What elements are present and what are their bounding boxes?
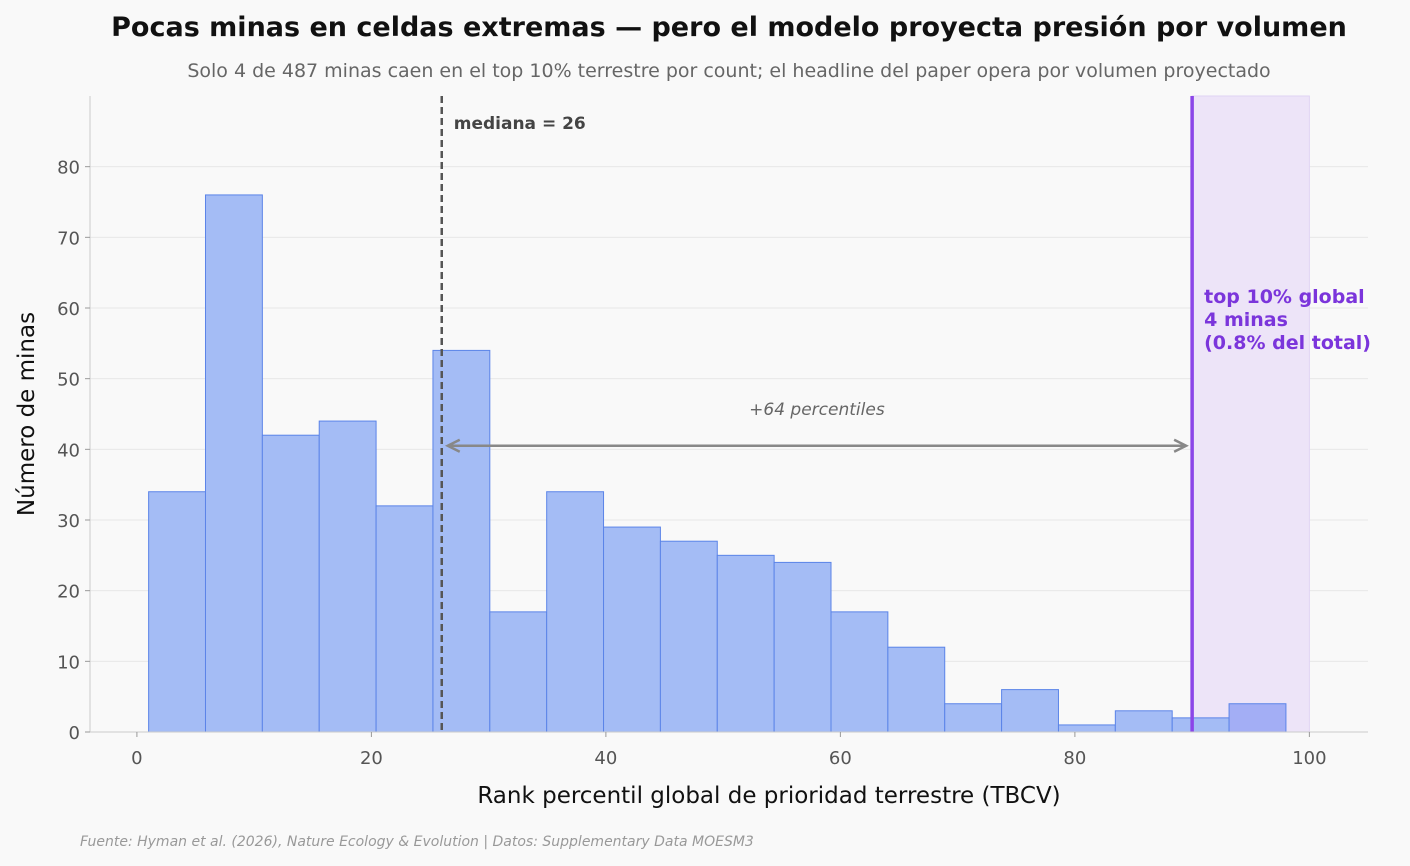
source-note: Fuente: Hyman et al. (2026), Nature Ecol… (80, 834, 754, 850)
histogram-bar (603, 526, 661, 733)
y-tick-label: 30 (57, 511, 80, 532)
histogram-bar (1171, 717, 1230, 733)
histogram-bar (830, 611, 889, 733)
top10-annotation-line2: 4 minas (1204, 309, 1288, 331)
arrow-head-right (1173, 438, 1189, 453)
histogram-bars (148, 194, 1287, 733)
histogram-bar (546, 491, 605, 733)
histogram-bar (659, 540, 718, 733)
percentile-gap-label: +64 percentiles (749, 400, 885, 420)
histogram-bar (944, 703, 1003, 733)
x-tick-label: 80 (1063, 748, 1086, 769)
y-axis-label: Número de minas (14, 312, 40, 516)
histogram-bar (1114, 710, 1173, 733)
y-tick-label: 20 (57, 582, 80, 603)
x-axis-ticks: 0 20 40 60 80 100 (131, 732, 1327, 769)
top10-annotation: top 10% global 4 minas (0.8% del total) (1204, 286, 1371, 354)
y-tick-label: 40 (57, 440, 80, 461)
x-tick-label: 60 (829, 748, 852, 769)
histogram-bar (887, 646, 946, 733)
histogram-bar (1001, 689, 1059, 733)
x-tick-label: 100 (1292, 748, 1326, 769)
y-tick-label: 50 (57, 370, 80, 391)
percentile-gap-arrow (444, 438, 1189, 453)
histogram-bar (204, 194, 263, 733)
histogram-bar (716, 554, 775, 733)
x-tick-label: 20 (360, 748, 383, 769)
histogram-bar (1057, 724, 1116, 733)
median-label: mediana = 26 (454, 114, 586, 134)
histogram-bar (261, 434, 320, 733)
chart-title: Pocas minas en celdas extremas — pero el… (111, 12, 1347, 43)
histogram-bar (375, 505, 434, 733)
histogram-bar (148, 491, 206, 733)
x-axis-label: Rank percentil global de prioridad terre… (477, 783, 1060, 809)
top10-shaded-region (1191, 95, 1310, 733)
y-tick-label: 10 (57, 652, 80, 673)
top10-annotation-line3: (0.8% del total) (1204, 332, 1371, 354)
histogram-bar (489, 611, 548, 733)
chart-subtitle: Solo 4 de 487 minas caen en el top 10% t… (187, 60, 1271, 82)
arrow-head-left (444, 438, 461, 453)
y-tick-label: 0 (69, 723, 80, 744)
x-tick-label: 40 (594, 748, 617, 769)
y-tick-label: 60 (57, 299, 80, 320)
histogram-bar (1228, 703, 1287, 733)
x-tick-label: 0 (131, 748, 142, 769)
y-tick-label: 70 (57, 228, 80, 249)
histogram-bar (773, 561, 832, 733)
top10-annotation-line1: top 10% global (1204, 286, 1365, 308)
y-axis-ticks: 0 10 20 30 40 50 60 70 80 (57, 158, 90, 744)
histogram-bar (318, 420, 377, 733)
y-tick-label: 80 (57, 158, 80, 179)
